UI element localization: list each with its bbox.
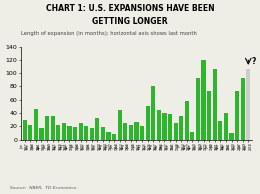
Bar [185,101,189,140]
Bar [246,69,250,140]
Text: GETTING LONGER: GETTING LONGER [92,17,168,26]
Bar [28,125,32,140]
Bar [140,126,144,140]
Bar [106,132,111,140]
Bar [162,113,167,140]
Text: ?: ? [251,57,256,66]
Bar [218,121,223,140]
Bar [73,127,77,140]
Bar [101,127,105,140]
Bar [118,110,122,140]
Bar [151,87,155,140]
Bar [56,125,60,140]
Bar [229,133,234,140]
Bar [90,128,94,140]
Bar [235,91,239,140]
Bar [173,123,178,140]
Bar [67,126,72,140]
Bar [190,132,194,140]
Bar [34,109,38,140]
Bar [146,107,150,140]
Bar [39,128,44,140]
Bar [240,79,245,140]
Bar [79,123,83,140]
Bar [45,116,49,140]
Bar [213,69,217,140]
Bar [123,123,127,140]
Text: Length of expansion (in months); horizontal axis shows last month: Length of expansion (in months); horizon… [21,31,197,36]
Bar [168,114,172,140]
Bar [112,134,116,140]
Bar [157,110,161,140]
Bar [207,91,211,140]
Bar [84,126,88,140]
Bar [179,116,183,140]
Bar [23,120,27,140]
Text: CHART 1: U.S. EXPANSIONS HAVE BEEN: CHART 1: U.S. EXPANSIONS HAVE BEEN [46,4,214,13]
Bar [134,122,139,140]
Bar [224,113,228,140]
Bar [196,79,200,140]
Bar [95,118,100,140]
Bar [129,125,133,140]
Bar [62,123,66,140]
Bar [50,116,55,140]
Text: Source:  NBER,  TD Economics.: Source: NBER, TD Economics. [10,186,78,190]
Bar [202,60,206,140]
